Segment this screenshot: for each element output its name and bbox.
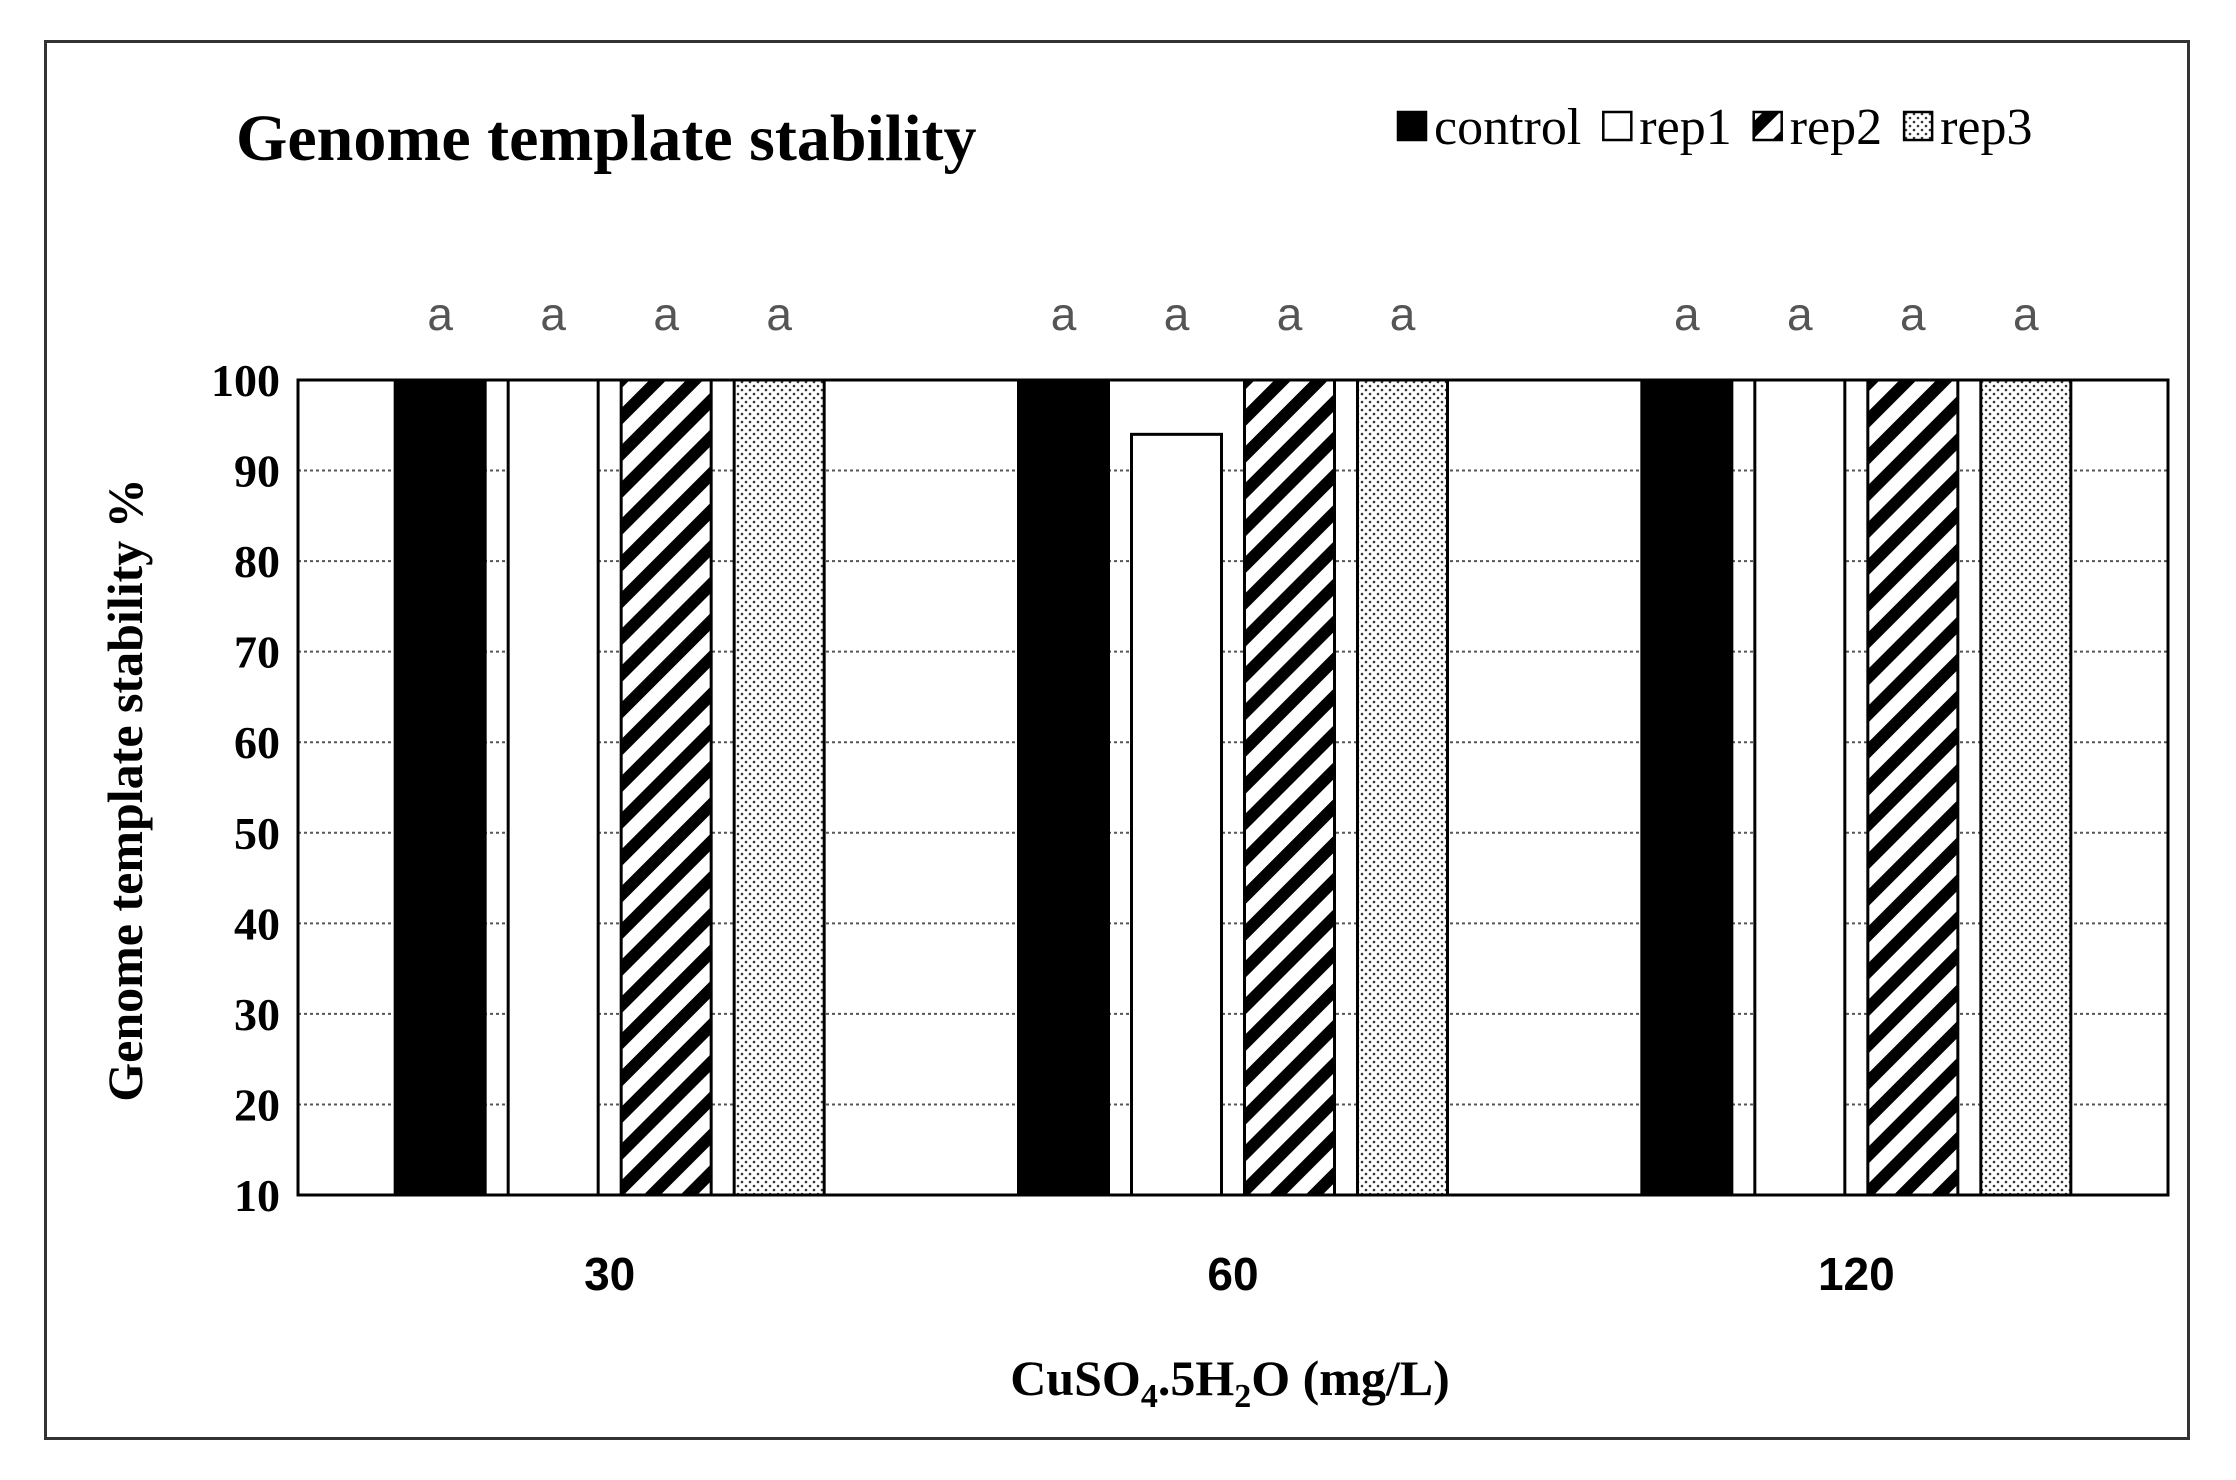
x-tick-label: 120	[1818, 1248, 1895, 1300]
bar-control-30	[393, 378, 487, 1197]
y-tick-label: 90	[234, 446, 280, 497]
y-tick-label: 40	[234, 898, 280, 949]
bar-rep3-120	[1979, 378, 2073, 1197]
bar-rep1-60	[1130, 432, 1223, 1197]
bar-control-60	[1017, 378, 1110, 1197]
y-tick-label: 30	[234, 989, 280, 1040]
y-tick-label: 80	[234, 536, 280, 587]
x-axis-label-subscript: 2	[1234, 1378, 1251, 1415]
significance-label-rep2-30: a	[653, 288, 679, 340]
bars	[393, 378, 2073, 1197]
significance-label-rep3-30: a	[766, 288, 792, 340]
bar-rep3-60	[1356, 378, 1449, 1197]
legend-label-rep1: rep1	[1639, 99, 1731, 156]
x-tick-label: 60	[1207, 1248, 1258, 1300]
x-axis-ticks: 30 60 120	[584, 1248, 1895, 1300]
bar-rep1-30	[506, 378, 600, 1197]
x-axis-label-part: .5H	[1158, 1350, 1235, 1406]
x-axis-label-part: CuSO	[1010, 1350, 1141, 1406]
significance-label-rep1-60: a	[1164, 288, 1190, 340]
bar-rep2-30	[619, 378, 713, 1197]
y-axis-ticks: 10 20 30 40 50 60 70 80 90 100	[211, 355, 280, 1221]
significance-label-control-30: a	[427, 288, 453, 340]
y-tick-label: 100	[211, 355, 280, 406]
legend-swatch-control	[1396, 110, 1428, 142]
x-axis-label-subscript: 4	[1141, 1378, 1158, 1415]
x-tick-label: 30	[584, 1248, 635, 1300]
bar-rep2-60	[1243, 378, 1336, 1197]
bar-control-120	[1640, 378, 1734, 1197]
chart-title: Genome template stability	[236, 102, 977, 175]
legend-swatch-rep1	[1602, 110, 1633, 142]
bar-rep2-120	[1866, 378, 1960, 1197]
significance-label-rep1-30: a	[540, 288, 566, 340]
y-tick-label: 20	[234, 1079, 280, 1130]
legend-label-rep3: rep3	[1940, 99, 2032, 156]
bar-rep3-30	[732, 378, 826, 1197]
legend-label-rep2: rep2	[1790, 99, 1882, 156]
y-tick-label: 50	[234, 808, 280, 859]
y-tick-label: 10	[234, 1170, 280, 1221]
significance-label-rep2-120: a	[1900, 288, 1926, 340]
legend: control rep1 rep2 rep3	[1396, 99, 2033, 156]
plot-area-border	[296, 378, 2170, 1197]
significance-label-rep1-120: a	[1787, 288, 1813, 340]
x-axis-label-part: O (mg/L)	[1251, 1350, 1450, 1406]
legend-swatch-rep2	[1752, 110, 1783, 142]
significance-label-rep2-60: a	[1277, 288, 1303, 340]
bar-rep1-120	[1753, 378, 1847, 1197]
significance-label-rep3-120: a	[2013, 288, 2039, 340]
legend-label-control: control	[1434, 99, 1581, 156]
y-axis-label: Genome template stability %	[97, 478, 153, 1102]
y-tick-label: 60	[234, 717, 280, 768]
y-tick-label: 70	[234, 627, 280, 678]
x-axis-label: CuSO4.5H2O (mg/L)	[1010, 1350, 1450, 1415]
legend-swatch-rep3	[1902, 110, 1934, 142]
significance-label-rep3-60: a	[1390, 288, 1416, 340]
significance-label-control-120: a	[1674, 288, 1700, 340]
significance-label-control-60: a	[1051, 288, 1077, 340]
